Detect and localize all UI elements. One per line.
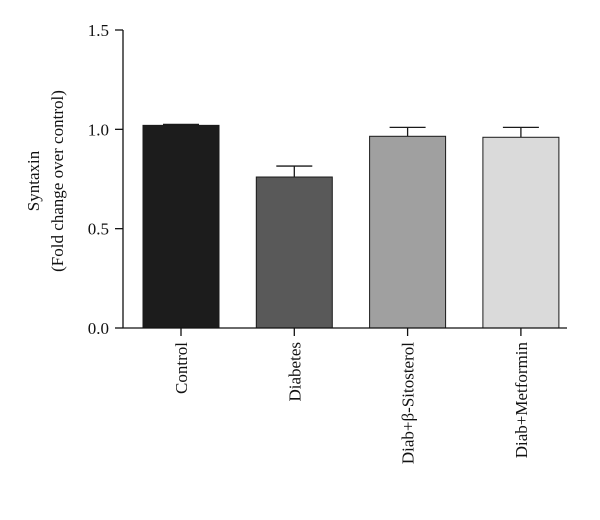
y-tick-label: 0.5: [88, 220, 109, 239]
x-tick-label: Diabetes: [285, 342, 304, 401]
y-axis: 0.0 0.5 1.0 1.5: [88, 21, 124, 338]
x-tick-label: Control: [172, 342, 191, 394]
x-tick-label: Diab+β-Sitosterol: [399, 342, 418, 464]
y-tick-label: 0.0: [88, 319, 109, 338]
bar: [255, 176, 333, 329]
bar: [482, 136, 560, 329]
bars: [142, 123, 560, 329]
bar: [142, 124, 220, 329]
y-tick-label: 1.5: [88, 21, 109, 40]
y-tick-label: 1.0: [88, 120, 109, 139]
bar: [369, 135, 447, 329]
y-axis-title: Syntaxin: [24, 150, 43, 211]
x-axis: Control Diabetes Diab+β-Sitosterol Diab+Met…: [123, 327, 567, 464]
y-axis-subtitle: (Fold change over control): [48, 90, 67, 272]
x-tick-label: Diab+Metformin: [512, 342, 531, 459]
